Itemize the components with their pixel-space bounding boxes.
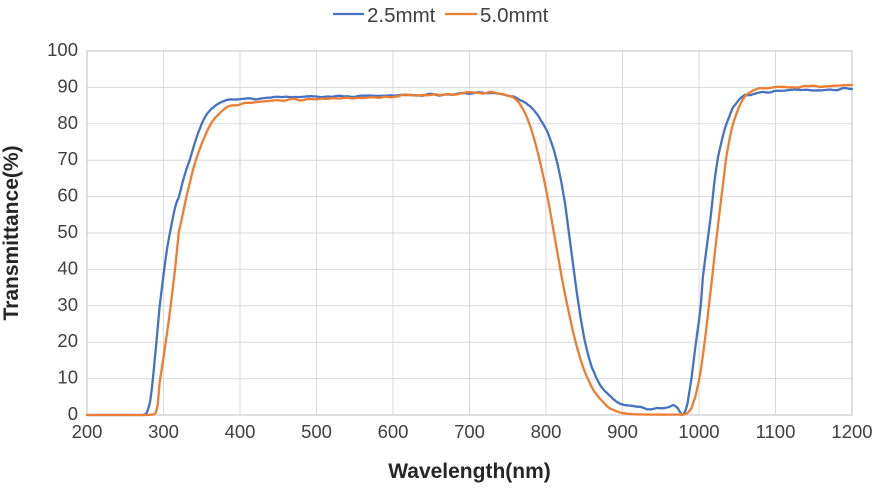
svg-text:700: 700 bbox=[454, 421, 485, 442]
svg-text:100: 100 bbox=[47, 39, 78, 60]
svg-text:80: 80 bbox=[57, 112, 78, 133]
svg-text:40: 40 bbox=[57, 257, 78, 278]
svg-text:300: 300 bbox=[148, 421, 179, 442]
svg-text:500: 500 bbox=[301, 421, 332, 442]
svg-text:600: 600 bbox=[378, 421, 409, 442]
svg-text:2.5mmt: 2.5mmt bbox=[367, 4, 436, 27]
svg-text:20: 20 bbox=[57, 330, 78, 351]
svg-text:200: 200 bbox=[72, 421, 103, 442]
svg-text:Wavelength(nm): Wavelength(nm) bbox=[388, 460, 551, 483]
svg-text:400: 400 bbox=[225, 421, 256, 442]
svg-text:30: 30 bbox=[57, 294, 78, 315]
svg-text:60: 60 bbox=[57, 185, 78, 206]
svg-text:900: 900 bbox=[607, 421, 638, 442]
svg-text:Transmittance(%): Transmittance(%) bbox=[0, 145, 23, 320]
svg-text:70: 70 bbox=[57, 148, 78, 169]
svg-text:800: 800 bbox=[531, 421, 562, 442]
svg-text:10: 10 bbox=[57, 367, 78, 388]
svg-text:1200: 1200 bbox=[831, 421, 872, 442]
svg-text:50: 50 bbox=[57, 221, 78, 242]
svg-text:90: 90 bbox=[57, 75, 78, 96]
svg-text:1100: 1100 bbox=[756, 421, 796, 442]
svg-text:5.0mmt: 5.0mmt bbox=[480, 4, 549, 27]
svg-text:1000: 1000 bbox=[678, 421, 719, 442]
